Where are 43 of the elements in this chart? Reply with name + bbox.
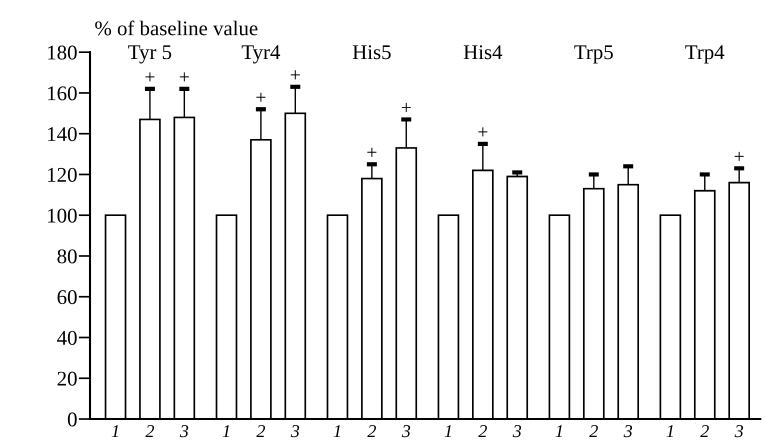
data-label: + — [734, 152, 744, 161]
text: 1 — [666, 425, 673, 438]
text: 1 — [556, 425, 562, 438]
x-tick-label: Trp4 — [685, 45, 724, 64]
series-label: 3 — [180, 425, 188, 438]
text: 3 — [290, 425, 300, 438]
y-tick-label: 180 — [48, 46, 77, 60]
text: 1 — [222, 425, 230, 438]
text: 2 — [478, 425, 487, 438]
text: 1 — [444, 425, 452, 438]
y-tick-label: 0 — [68, 412, 77, 426]
text: 3 — [624, 425, 632, 438]
y-tick-label: 120 — [48, 168, 77, 182]
x-tick-label: Trp5 — [574, 45, 613, 64]
text: 1 — [334, 425, 340, 438]
data-label: + — [180, 72, 189, 82]
text: 2 — [367, 425, 376, 438]
data-label: + — [290, 70, 300, 80]
y-tick-label: 160 — [48, 86, 77, 100]
data-label: + — [402, 102, 411, 112]
text: 3 — [512, 425, 522, 438]
y-tick-label: 20 — [58, 372, 77, 386]
text: 2 — [589, 425, 598, 438]
text: 3 — [734, 425, 744, 438]
series-label: 2 — [145, 425, 154, 438]
data-label: + — [478, 127, 488, 136]
y-tick-label: 140 — [48, 127, 77, 142]
text: 2 — [256, 425, 266, 438]
data-label: + — [145, 72, 154, 82]
y-tick-label: 60 — [58, 290, 77, 304]
x-tick-label: Tyr4 — [242, 45, 280, 64]
y-tick-label: 80 — [57, 249, 77, 264]
x-tick-label: Tyr 5 — [128, 45, 172, 64]
data-label: + — [367, 148, 376, 157]
x-tick-label: His4 — [464, 45, 502, 60]
series-label: 1 — [112, 425, 118, 438]
text: 2 — [700, 425, 709, 438]
y-tick-label: 40 — [57, 330, 77, 345]
y-tick-label: 100 — [48, 208, 77, 223]
y-axis-title: % of baseline value — [95, 20, 258, 36]
data-label: + — [256, 92, 266, 102]
text: 3 — [402, 425, 410, 438]
x-tick-label: His5 — [352, 45, 391, 60]
